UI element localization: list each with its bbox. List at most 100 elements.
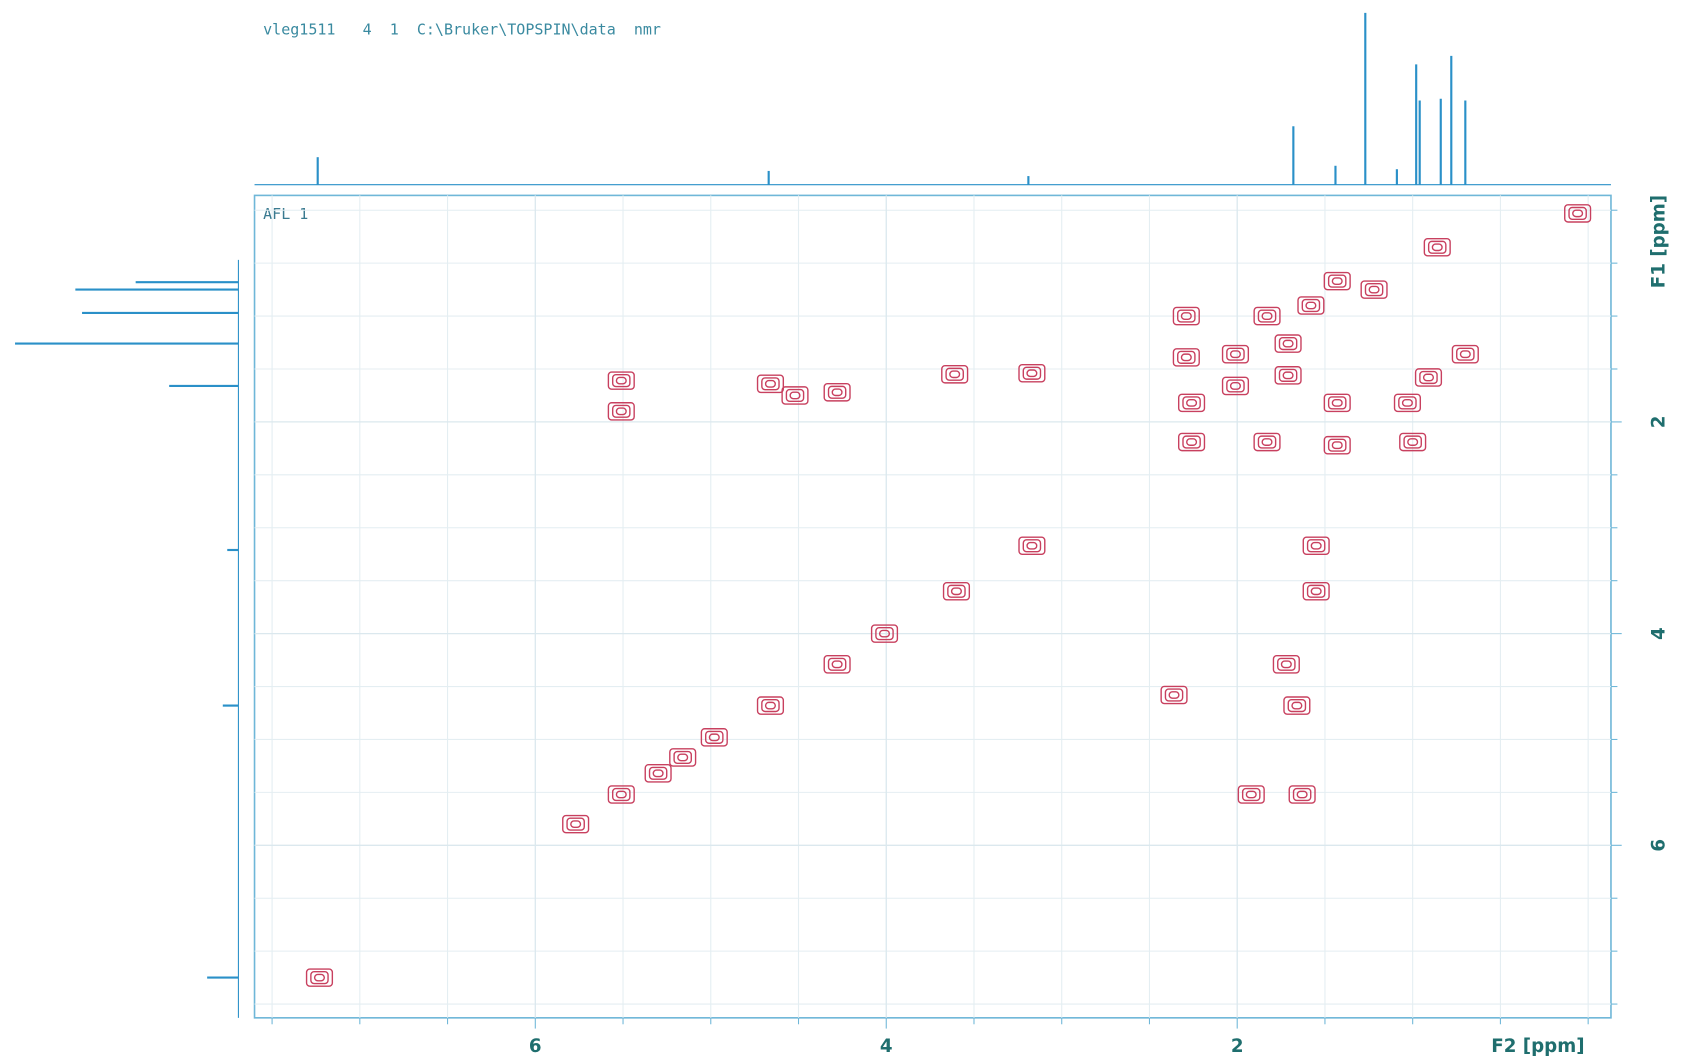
contour-line — [1262, 439, 1272, 445]
contour-line — [1227, 380, 1244, 392]
contour-line — [571, 821, 581, 827]
contour-line — [786, 390, 803, 402]
cross-peak — [1223, 346, 1249, 363]
cross-peak — [1324, 437, 1350, 454]
cross-peak — [1019, 537, 1045, 554]
contour-line — [1369, 286, 1379, 292]
contour-line — [1292, 702, 1302, 708]
cross-peak — [942, 366, 968, 383]
contour-line — [766, 702, 776, 708]
page: {"chart_data": { "type": "contour", "tit… — [0, 0, 1684, 1064]
y-tick-label: 6 — [1648, 839, 1669, 852]
cross-peak — [824, 656, 850, 673]
cross-peak — [645, 765, 671, 782]
y-axis-label: F1 [ppm] — [1648, 195, 1669, 288]
contour-line — [1429, 241, 1446, 253]
cross-peak — [1284, 697, 1310, 714]
contour-line — [1460, 351, 1470, 357]
cross-peak — [608, 786, 634, 803]
y-tick-label: 4 — [1648, 627, 1669, 640]
contour-line — [1282, 661, 1292, 667]
cross-peak — [608, 372, 634, 389]
contour-line — [950, 371, 960, 377]
contour-line — [1424, 374, 1434, 380]
contour-line — [1280, 338, 1297, 350]
contour-line — [674, 752, 691, 764]
contour-line — [1329, 439, 1346, 451]
contour-line — [1283, 340, 1293, 346]
contour-line — [613, 405, 630, 417]
contour-line — [1306, 302, 1316, 308]
contour-line — [832, 389, 842, 395]
contour-line — [706, 731, 723, 743]
contour-line — [1302, 300, 1319, 312]
contour-line — [1231, 383, 1241, 389]
x-axis-label: F2 [ppm] — [1491, 1036, 1584, 1057]
cross-peak — [824, 384, 850, 401]
cross-peak — [1565, 205, 1591, 222]
contour-line — [315, 974, 325, 980]
cross-peak — [1361, 281, 1387, 298]
contour-line — [1569, 207, 1586, 219]
contour-line — [1420, 372, 1437, 384]
chart: vleg1511 4 1 C:\Bruker\TOPSPIN\data nmr … — [0, 0, 1684, 1064]
cross-peak — [1324, 394, 1350, 411]
contour-line — [946, 368, 963, 380]
cross-peak — [1298, 297, 1324, 314]
x-tick-label: 6 — [529, 1036, 542, 1057]
contour-line — [1311, 543, 1321, 549]
contour-line — [1165, 689, 1182, 701]
contour-line — [1332, 278, 1342, 284]
cross-peak — [1161, 686, 1187, 703]
cross-peak — [1238, 786, 1264, 803]
contour-line — [1329, 397, 1346, 409]
cross-peak — [1173, 349, 1199, 366]
cross-peak — [782, 387, 808, 404]
contour-line — [1403, 400, 1413, 406]
cross-peak — [1223, 377, 1249, 394]
cross-peak — [1179, 394, 1205, 411]
chart-title: vleg1511 4 1 C:\Bruker\TOPSPIN\data nmr — [263, 21, 661, 39]
contour-line — [1573, 210, 1583, 216]
contour-line — [1181, 354, 1191, 360]
contour-line — [1178, 351, 1195, 363]
cross-peak — [1019, 365, 1045, 382]
contour-line — [1308, 585, 1325, 597]
contour-line — [1294, 789, 1311, 801]
x-tick-label: 4 — [880, 1036, 893, 1057]
contour-line — [678, 754, 688, 760]
cross-peak — [1275, 335, 1301, 352]
contour-line — [762, 700, 779, 712]
contour-line — [1278, 658, 1295, 670]
contour-line — [1329, 275, 1346, 287]
contour-line — [650, 767, 667, 779]
cross-peak — [1179, 433, 1205, 450]
contour-line — [1457, 348, 1474, 360]
cross-peak — [1254, 433, 1280, 450]
contour-line — [613, 789, 630, 801]
contour-line — [1027, 370, 1037, 376]
cross-peak — [758, 375, 784, 392]
contour-line — [1332, 400, 1342, 406]
cross-peak — [1273, 656, 1299, 673]
cross-peak — [670, 749, 696, 766]
contour-line — [766, 381, 776, 387]
contour-line — [1283, 372, 1293, 378]
contour-line — [1243, 789, 1260, 801]
contour-line — [653, 770, 663, 776]
contour-line — [1227, 348, 1244, 360]
contour-line — [1311, 588, 1321, 594]
contour-line — [762, 378, 779, 390]
contour-line — [829, 658, 846, 670]
contour-line — [1399, 397, 1416, 409]
contour-line — [1365, 284, 1382, 296]
cross-peak — [758, 697, 784, 714]
contour-line — [1169, 692, 1179, 698]
spectrum-label: AFL 1 — [263, 205, 308, 223]
cross-peak — [1452, 346, 1478, 363]
contour-line — [311, 972, 328, 984]
contour-line — [1280, 369, 1297, 381]
contour-line — [1332, 442, 1342, 448]
contour-line — [616, 408, 626, 414]
cross-peak — [1416, 369, 1442, 386]
